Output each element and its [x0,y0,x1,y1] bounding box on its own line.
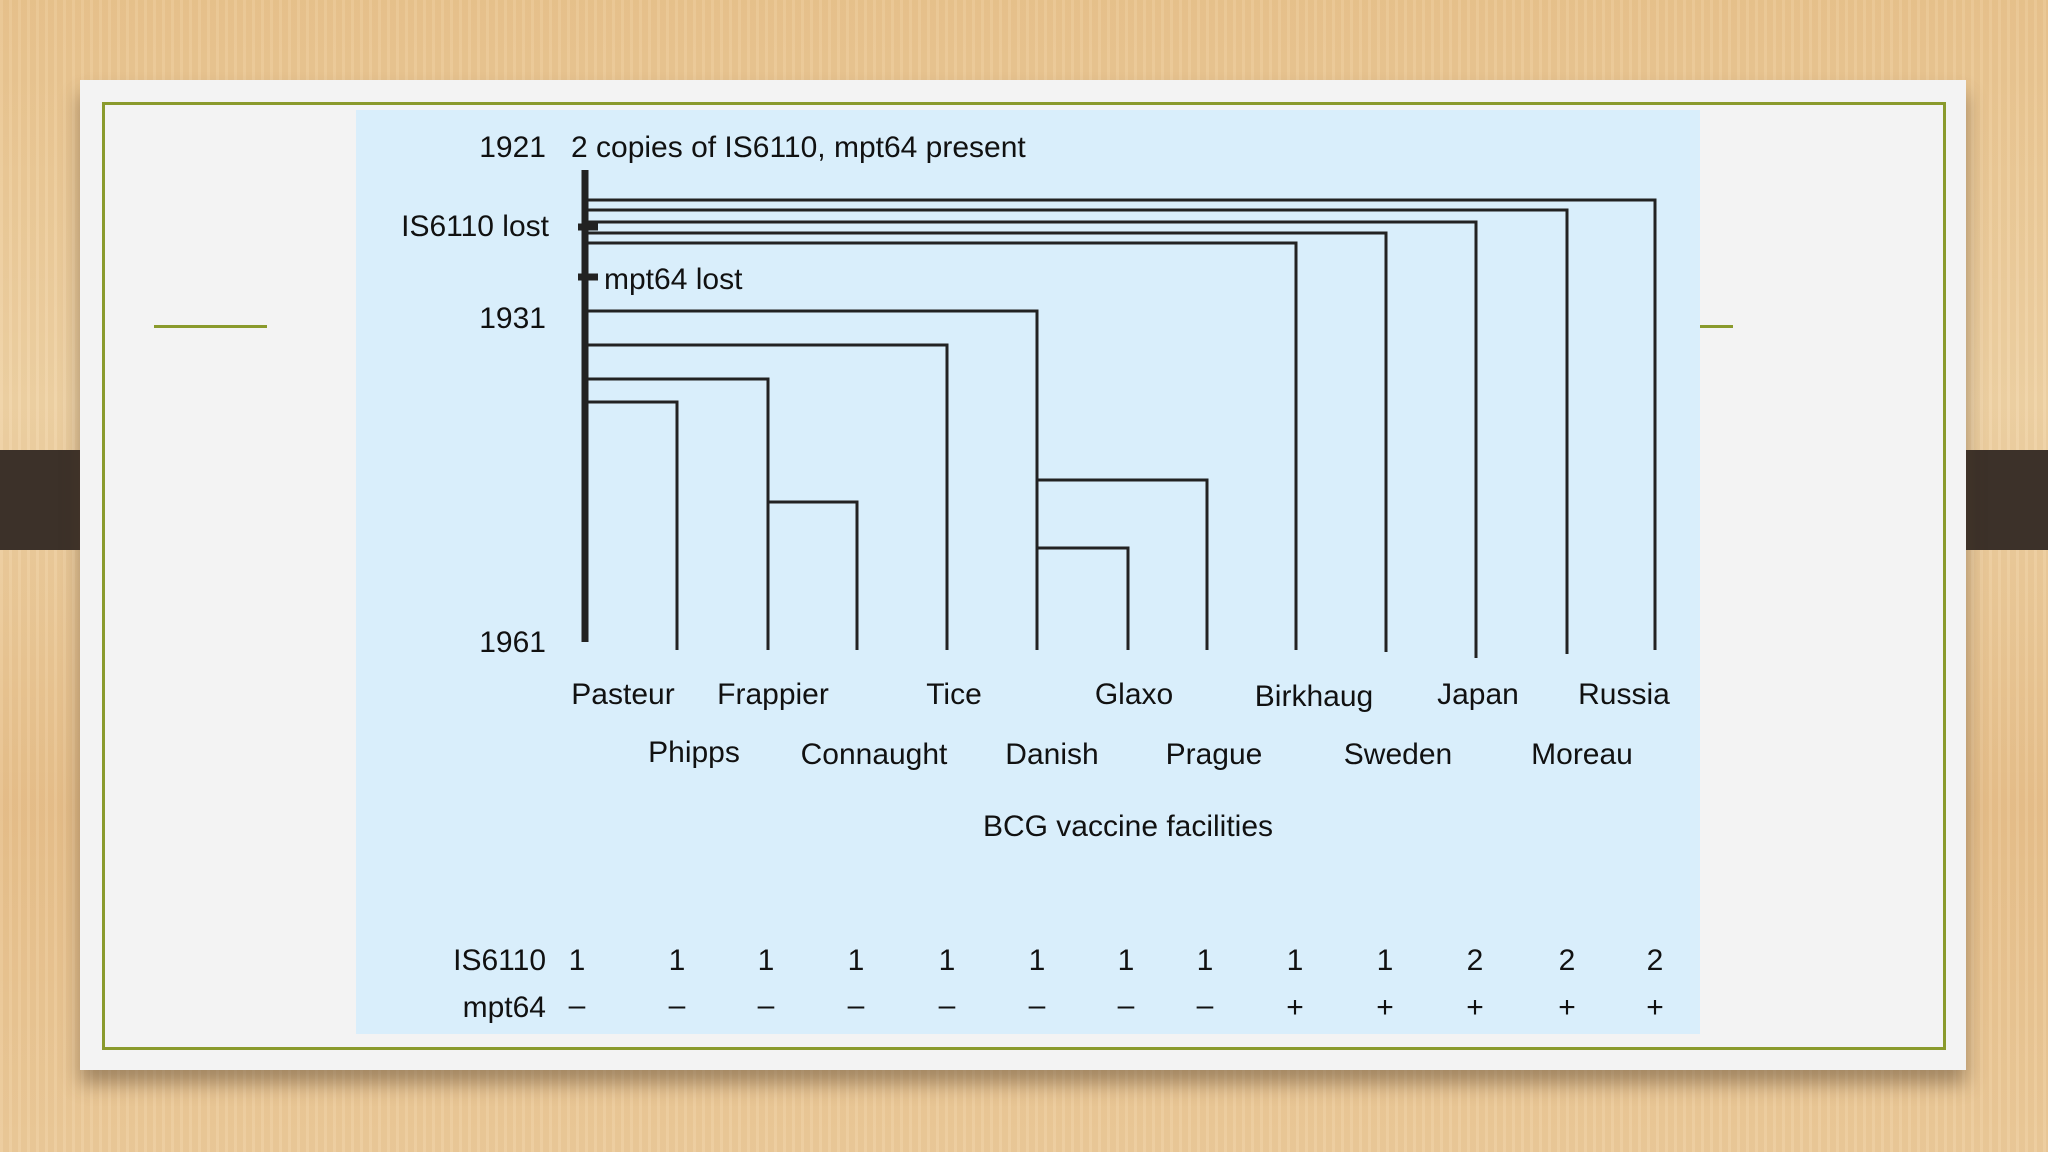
is6110-cell: 2 [1559,944,1576,977]
mpt64-cell: – [669,989,686,1022]
strain-label-tice: Tice [926,678,982,711]
strain-label-japan: Japan [1437,678,1519,711]
strain-label-sweden: Sweden [1344,738,1452,771]
mpt64-cell: – [939,989,956,1022]
mpt64-cell: + [1466,991,1484,1024]
strain-label-glaxo: Glaxo [1095,678,1173,711]
is6110-cell: 1 [1377,944,1394,977]
mpt64-cell: + [1558,991,1576,1024]
branch-russia [585,198,1657,650]
mpt64-lost-label: mpt64 lost [604,263,743,296]
mpt64-cell: – [1029,989,1046,1022]
strain-label-frappier: Frappier [717,678,829,711]
strain-label-birkhaug: Birkhaug [1255,680,1373,713]
mpt64-cell: – [848,989,865,1022]
strain-label-danish: Danish [1005,738,1098,771]
strain-label-russia: Russia [1578,678,1670,711]
branch-phipps [585,400,679,650]
branch-prague [1037,478,1209,650]
is6110-cell: 1 [1029,944,1046,977]
slide-frame [102,102,1946,1050]
is6110-cell: 1 [569,944,586,977]
branch-frappier [585,377,770,650]
mpt64-cell: – [1118,989,1135,1022]
origin-label: 2 copies of IS6110, mpt64 present [571,131,1026,164]
phylogeny-tree: 1921 1931 1961 2 copies of IS6110, mpt64… [401,131,1670,1024]
strain-label-moreau: Moreau [1531,738,1633,771]
axis-title: BCG vaccine facilities [983,810,1273,843]
is6110-row: 1 1 1 1 1 1 1 1 1 1 2 2 2 [569,944,1664,977]
branch-connaught [768,500,859,650]
is6110-cell: 1 [848,944,865,977]
mpt64-cell: – [758,989,775,1022]
is6110-cell: 1 [939,944,956,977]
is6110-cell: 1 [1118,944,1135,977]
branch-glaxo [1037,546,1130,650]
branch-sweden [585,231,1388,652]
is6110-cell: 2 [1647,944,1664,977]
strain-label-connaught: Connaught [801,738,948,771]
strain-label-prague: Prague [1166,738,1263,771]
is6110-cell: 1 [669,944,686,977]
is6110-cell: 2 [1467,944,1484,977]
year-1961: 1961 [479,626,546,659]
is6110-cell: 1 [1287,944,1304,977]
branch-moreau [585,208,1569,654]
is6110-cell: 1 [1197,944,1214,977]
branch-tice [585,343,949,650]
strain-label-phipps: Phipps [648,736,740,769]
is6110-cell: 1 [758,944,775,977]
row-label-mpt64: mpt64 [463,991,546,1024]
row-label-is6110: IS6110 [453,944,546,977]
mpt64-cell: – [1197,989,1214,1022]
accent-line-left [154,325,267,328]
is6110-lost-label: IS6110 lost [401,210,550,243]
mpt64-cell: + [1376,991,1394,1024]
mpt64-cell: + [1286,991,1304,1024]
mpt64-row: – – – – – – – – + + + + + [569,989,1664,1024]
mpt64-cell: – [569,989,586,1022]
year-1921: 1921 [479,131,546,164]
mpt64-cell: + [1646,991,1664,1024]
year-1931: 1931 [479,302,546,335]
branch-danish-clade [585,309,1039,650]
tree-branches [578,170,1657,658]
branch-birkhaug [585,241,1298,650]
phylogeny-figure: 1921 1931 1961 2 copies of IS6110, mpt64… [356,110,1700,1034]
branch-japan [585,220,1478,658]
strain-label-pasteur: Pasteur [571,678,674,711]
